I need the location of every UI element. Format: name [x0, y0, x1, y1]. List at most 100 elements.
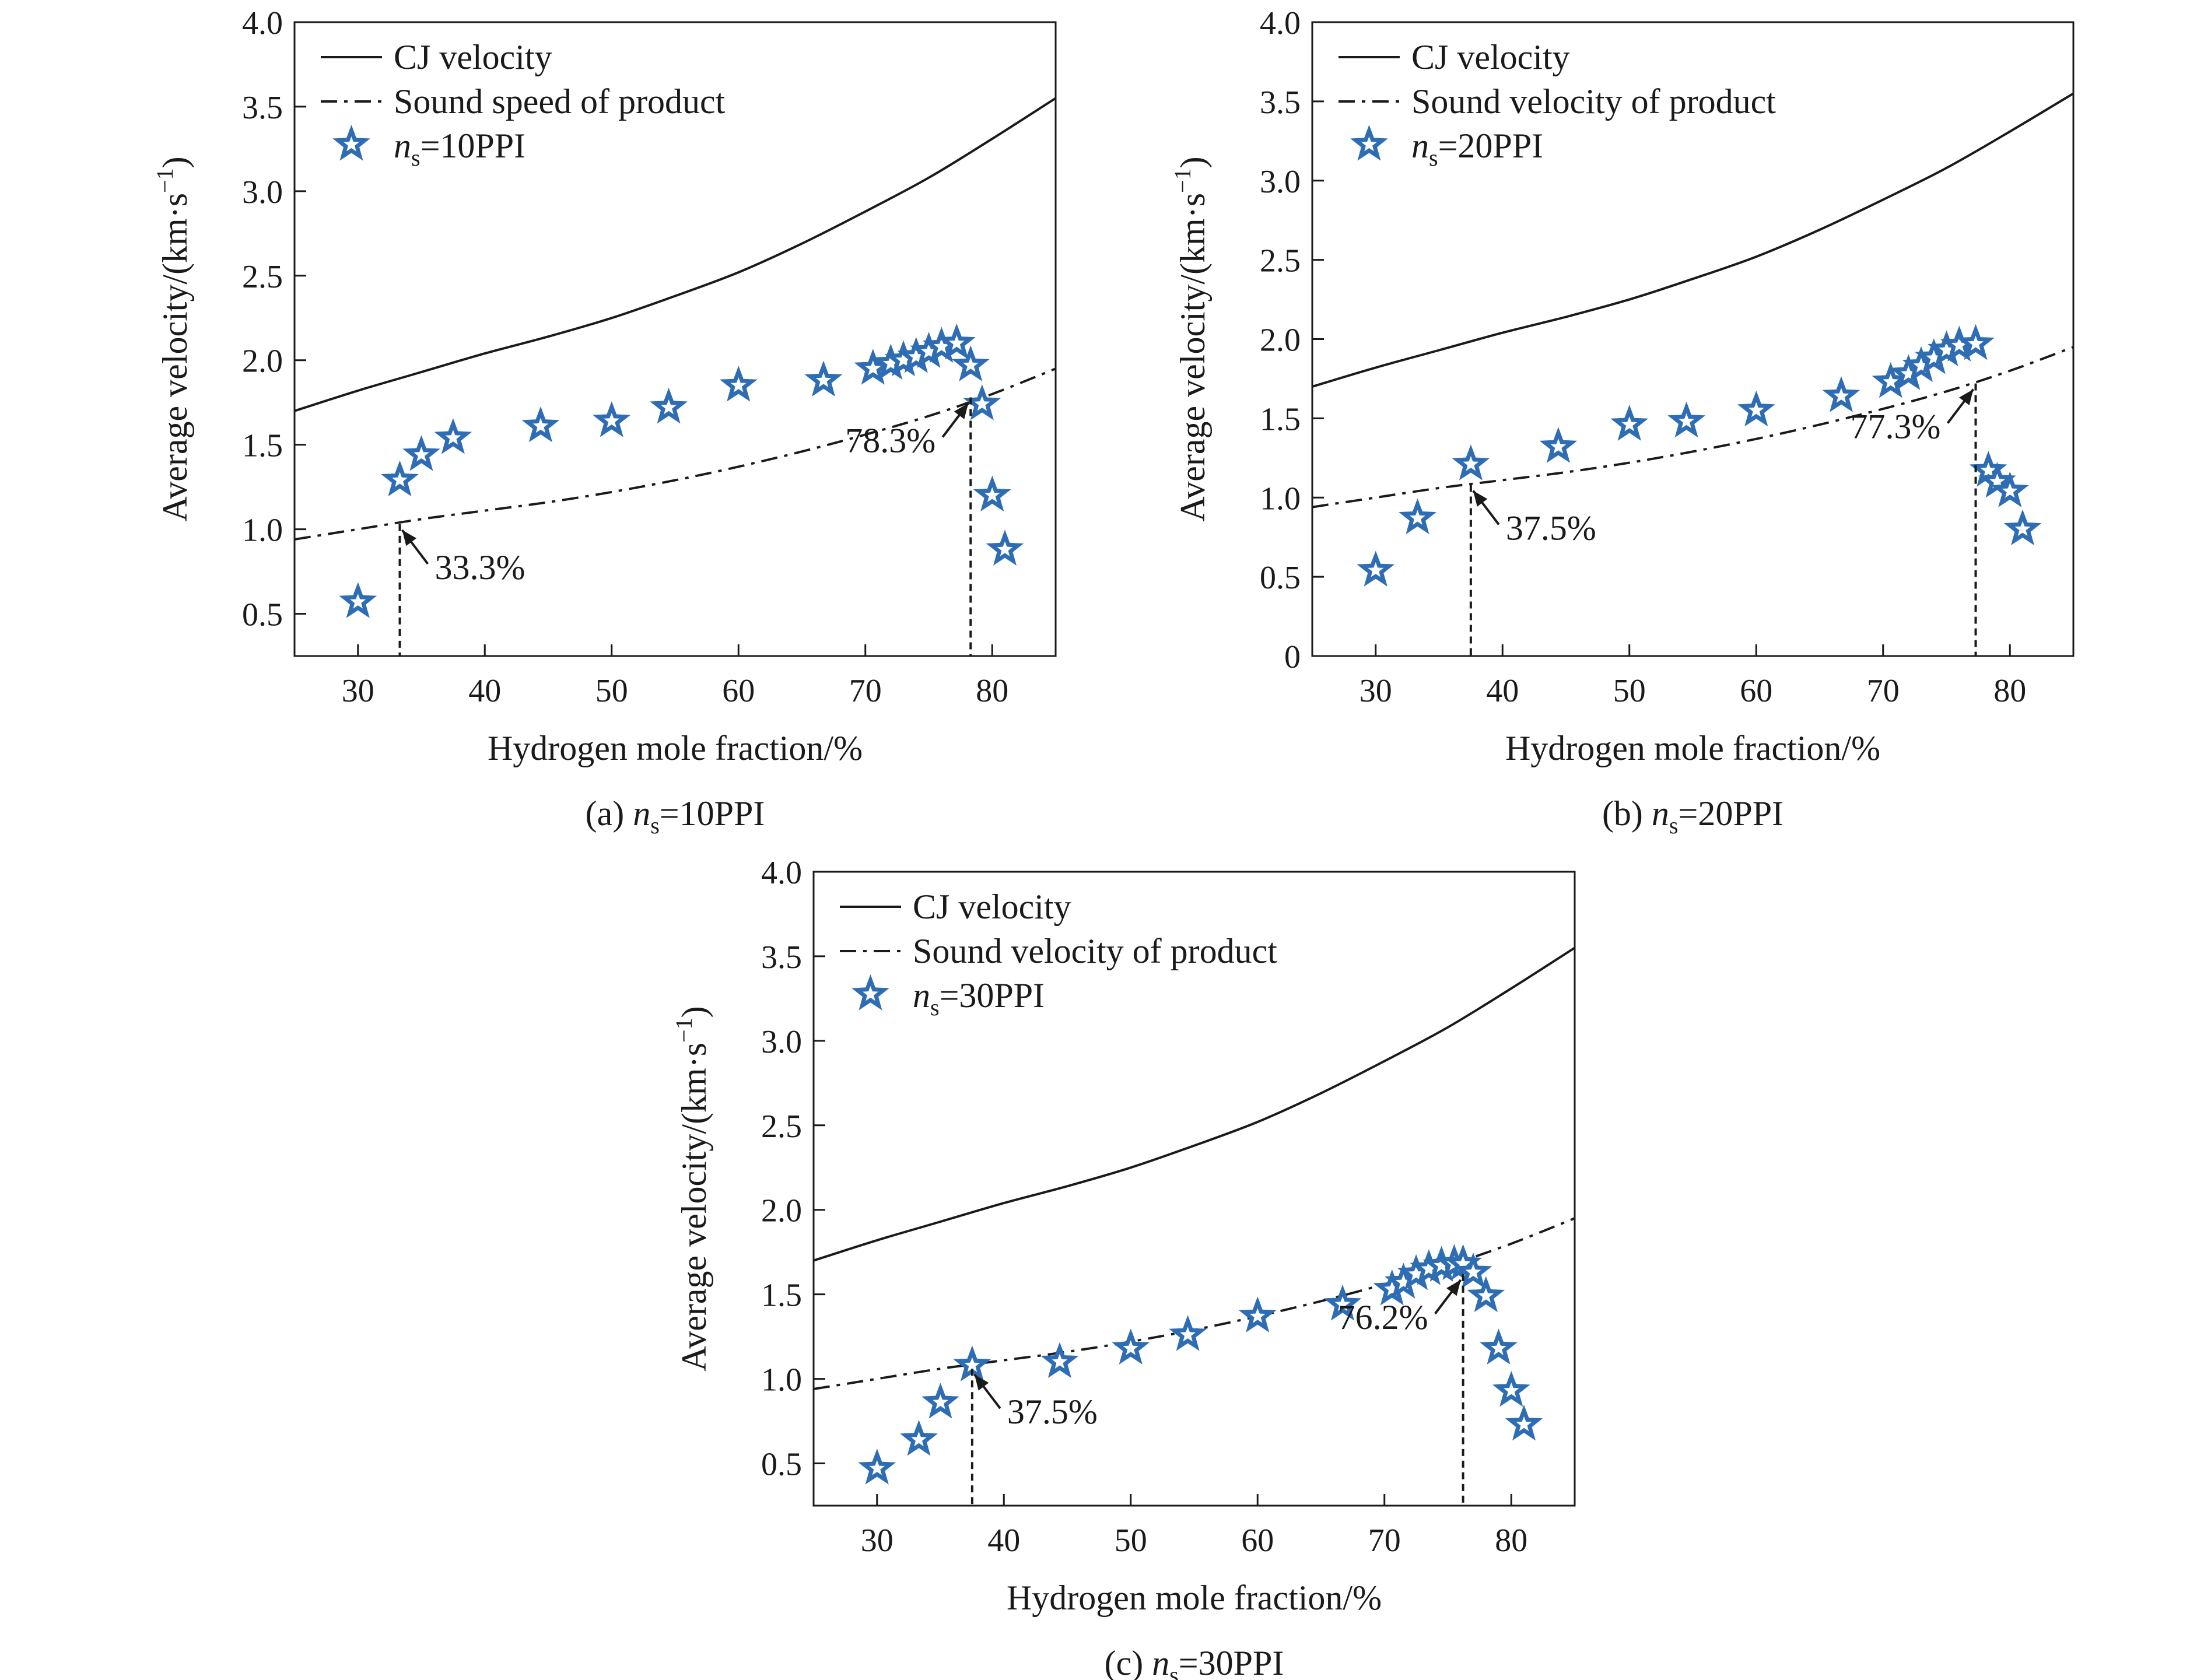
- x-tick-label: 80: [1993, 673, 2026, 709]
- x-tick-label: 70: [1368, 1523, 1401, 1559]
- x-tick-label: 70: [1867, 673, 1900, 709]
- legend-label-sound: Sound velocity of product: [1411, 82, 1776, 121]
- data-point-star: [963, 384, 1001, 420]
- chart-panel-a: 30 40 50 60 70 80 0.5 1.0 1.5 2.0 2.5 3.0 3.5 4.0 Hydr…: [152, 5, 1057, 839]
- data-point-star: [719, 366, 758, 402]
- data-point-star: [1112, 1328, 1150, 1365]
- y-axis-label-end: ): [156, 156, 194, 168]
- data-point-star: [1169, 1315, 1207, 1351]
- y-tick-label: 2.5: [761, 1109, 802, 1145]
- x-tick-label: 60: [1241, 1523, 1274, 1559]
- y-tick-label: 3.0: [242, 174, 283, 211]
- annotation-label: 78.3%: [845, 422, 935, 460]
- legend-label-cj: CJ velocity: [913, 888, 1071, 926]
- caption-sub: s: [1169, 1662, 1179, 1680]
- y-axis-label-end: ): [1173, 156, 1212, 168]
- x-tick-label: 70: [849, 673, 882, 709]
- legend-swatch-star: [332, 124, 370, 161]
- data-point-star: [1357, 550, 1395, 587]
- annotation-label: 77.3%: [1851, 408, 1941, 446]
- annotation-arrowhead: [1959, 389, 1974, 405]
- data-point-star: [1610, 405, 1649, 441]
- data-point-star: [593, 401, 631, 437]
- y-tick-label: 3.5: [761, 939, 802, 976]
- y-axis-label-main: Average velocity/(km·s: [156, 193, 194, 522]
- cj-velocity-line: [814, 946, 1575, 1262]
- legend-star-suffix: =30PPI: [940, 976, 1045, 1015]
- data-point-star: [1399, 498, 1436, 535]
- caption-prefix: (b): [1602, 794, 1652, 833]
- data-point-star: [986, 529, 1024, 566]
- legend-label-star: ns=10PPI: [394, 127, 525, 171]
- x-axis-label: Hydrogen mole fraction/%: [1007, 1579, 1382, 1617]
- chart-panel-b: 30 40 50 60 70 80 0 0.5 1.0 1.5 2.0 2.5 3.0 3.5 4.0 Hyd…: [1169, 5, 2075, 839]
- annotation-arrowhead: [974, 1374, 989, 1391]
- data-point-star: [402, 435, 440, 471]
- plot-frame: [812, 871, 1576, 1507]
- data-point-star: [921, 1383, 959, 1419]
- data-point-star: [339, 582, 377, 618]
- panel-caption: (b) ns=20PPI: [1602, 794, 1783, 839]
- y-tick-label: 2.0: [1260, 322, 1301, 359]
- legend-label-sound: Sound velocity of product: [913, 932, 1277, 970]
- x-tick-label: 30: [861, 1523, 893, 1559]
- y-axis-label-sup: −1: [152, 168, 178, 193]
- y-axis-label: Average velocity/(km·s−1): [1169, 156, 1212, 521]
- x-tick-label: 30: [342, 673, 374, 709]
- y-axis-label: Average velocity/(km·s−1): [671, 1006, 713, 1371]
- x-tick-label: 50: [595, 673, 628, 709]
- cj-velocity-line: [295, 97, 1056, 412]
- data-point-star: [1737, 390, 1775, 427]
- y-tick-label: 1.5: [242, 428, 283, 464]
- caption-suffix: =20PPI: [1678, 794, 1783, 833]
- y-axis-label-sup: −1: [1169, 168, 1196, 193]
- y-axis-label-main: Average velocity/(km·s: [675, 1043, 713, 1372]
- sound-velocity-line: [1312, 346, 2073, 508]
- legend-star-var: n: [394, 127, 411, 165]
- y-tick-label: 0.5: [1260, 560, 1301, 596]
- sound-velocity-line: [295, 367, 1056, 541]
- x-tick-label: 80: [976, 673, 1008, 709]
- data-point-star: [1957, 324, 1995, 360]
- caption-prefix: (a): [586, 794, 633, 833]
- data-point-star: [951, 345, 990, 381]
- annotation-label: 33.3%: [435, 548, 525, 587]
- legend-star-suffix: =10PPI: [421, 127, 526, 165]
- legend-swatch-star: [852, 974, 889, 1011]
- data-point-star: [804, 360, 843, 397]
- legend-label-cj: CJ velocity: [394, 38, 552, 76]
- y-tick-label: 3.5: [242, 90, 283, 126]
- x-axis-label: Hydrogen mole fraction/%: [1505, 729, 1880, 767]
- data-point-star: [650, 387, 688, 424]
- caption-suffix: =30PPI: [1179, 1644, 1284, 1680]
- y-tick-label: 2.5: [242, 259, 283, 295]
- y-tick-label: 2.0: [242, 343, 283, 380]
- y-tick-label: 1.0: [1260, 480, 1301, 517]
- data-point-star: [1822, 376, 1860, 412]
- y-tick-label: 4.0: [242, 5, 283, 41]
- y-tick-label: 2.0: [761, 1193, 802, 1229]
- y-axis-label-main: Average velocity/(km·s: [1173, 193, 1212, 522]
- data-point-star: [2003, 509, 2042, 546]
- annotation-arrowhead: [1446, 1279, 1461, 1296]
- x-tick-label: 30: [1359, 673, 1392, 709]
- legend-star-sub: s: [1429, 145, 1438, 171]
- y-tick-label: 3.0: [1260, 164, 1301, 200]
- data-point-star: [434, 418, 472, 454]
- y-axis-label-sup: −1: [671, 1018, 697, 1043]
- y-tick-label: 1.5: [761, 1278, 802, 1314]
- x-tick-label: 50: [1613, 673, 1646, 709]
- legend-star-sub: s: [411, 145, 421, 171]
- legend-star-var: n: [913, 976, 930, 1015]
- data-point-star: [1452, 444, 1490, 480]
- data-point-star: [858, 1448, 896, 1485]
- y-tick-label: 0.5: [761, 1447, 802, 1483]
- x-tick-label: 40: [1486, 673, 1519, 709]
- data-point-star: [900, 1419, 938, 1456]
- data-point-star: [973, 475, 1011, 512]
- y-tick-label: 0: [1284, 639, 1301, 675]
- y-tick-label: 4.0: [761, 855, 802, 891]
- y-axis-label: Average velocity/(km·s−1): [152, 156, 194, 521]
- caption-sub: s: [650, 812, 660, 839]
- legend-star-sub: s: [930, 994, 940, 1020]
